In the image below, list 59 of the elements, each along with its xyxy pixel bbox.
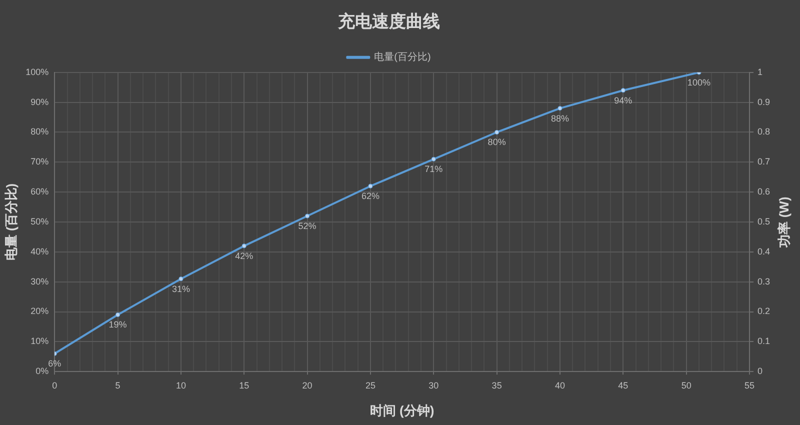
data-label: 31% (172, 284, 190, 294)
x-tick-label: 15 (239, 380, 250, 390)
point (305, 214, 310, 218)
y2-tick-label: 1 (757, 66, 763, 77)
point (494, 130, 500, 135)
x-tick-label: 5 (115, 380, 120, 390)
y-tick-label: 100% (26, 66, 49, 77)
y-tick-label: 40% (30, 246, 49, 256)
data-label: 80% (488, 137, 506, 148)
y-tick-label: 0% (36, 366, 49, 376)
x-tick-label: 25 (365, 380, 376, 390)
x-tick-label: 45 (618, 380, 628, 390)
point (115, 312, 120, 318)
x-tick-label: 20 (302, 380, 312, 390)
y-tick-label: 50% (30, 216, 49, 226)
y2-tick-label: 0.1 (757, 336, 770, 346)
y2-tick-label: 0.9 (757, 96, 770, 107)
y-axis-title: 电量 (百分比) (3, 183, 18, 261)
y-tick-label: 80% (30, 126, 49, 137)
data-label: 6% (48, 358, 62, 369)
y2-tick-label: 0 (757, 366, 763, 376)
data-label: 94% (614, 95, 632, 106)
data-label: 100% (687, 77, 710, 88)
point (431, 156, 436, 162)
x-tick-label: 55 (744, 380, 754, 390)
point (558, 106, 562, 111)
y2-tick-label: 0.2 (757, 306, 770, 316)
y2-tick-label: 0.7 (757, 156, 770, 167)
point (242, 244, 246, 248)
x-tick-label: 0 (52, 380, 58, 390)
y2-axis-title: 功率 (W) (776, 196, 792, 248)
chart-title: 充电速度曲线 (337, 12, 440, 31)
data-label: 62% (361, 191, 380, 202)
x-tick-label: 10 (176, 380, 186, 390)
y2-tick-label: 0.4 (757, 246, 770, 256)
legend-label: 电量(百分比) (374, 51, 431, 64)
y2-tick-label: 0.5 (757, 216, 770, 226)
point (368, 184, 373, 188)
y2-tick-label: 0.3 (757, 276, 770, 286)
y-tick-label: 70% (30, 156, 49, 167)
x-axis-title: 时间 (分钟) (370, 402, 434, 418)
point (620, 88, 626, 93)
y2-tick-label: 0.6 (757, 186, 770, 197)
data-label: 19% (108, 320, 127, 330)
x-tick-label: 30 (428, 380, 439, 390)
y-tick-label: 30% (30, 276, 49, 286)
y-tick-label: 60% (30, 186, 49, 197)
data-label: 52% (298, 221, 316, 231)
point (178, 276, 184, 282)
data-label: 71% (424, 164, 443, 174)
x-tick-label: 35 (492, 380, 502, 390)
data-label: 88% (550, 113, 569, 124)
x-tick-label: 50 (681, 380, 692, 390)
y2-tick-label: 0.8 (757, 126, 770, 137)
y-tick-label: 10% (30, 336, 49, 346)
y-tick-label: 90% (30, 96, 49, 107)
data-label: 42% (235, 250, 254, 261)
y-tick-label: 20% (30, 306, 49, 316)
x-tick-label: 40 (554, 380, 565, 390)
